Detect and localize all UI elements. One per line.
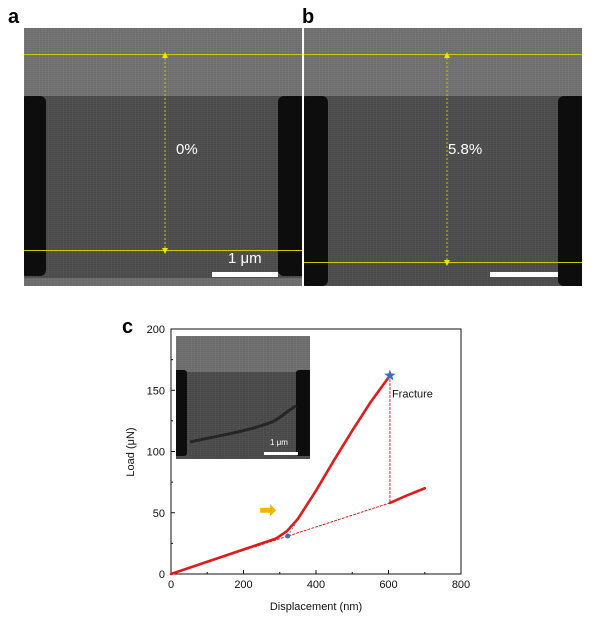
inset-scale-bar bbox=[264, 452, 298, 455]
scale-bar bbox=[490, 272, 558, 277]
y-tick-label: 50 bbox=[153, 508, 165, 520]
fracture-crack bbox=[189, 404, 297, 444]
chart-axes: 0 200 400 600 800 0 50 100 150 200 bbox=[147, 324, 471, 591]
bottom-guide-line bbox=[304, 262, 582, 263]
load-displacement-chart: 0 200 400 600 800 0 50 100 150 200 Fracture Displ… bbox=[125, 324, 471, 613]
sem-image-b: 5.8% bbox=[304, 28, 582, 286]
tangent-guide bbox=[287, 519, 299, 537]
top-guide-line bbox=[304, 54, 582, 55]
y-tick-label: 0 bbox=[159, 569, 165, 581]
y-tick-label: 200 bbox=[147, 324, 165, 336]
sem-image-a: 0% 1 μm bbox=[24, 28, 302, 286]
x-tick-label: 600 bbox=[379, 579, 397, 591]
fracture-star-icon bbox=[384, 369, 396, 381]
scale-bar bbox=[212, 272, 278, 277]
right-grip bbox=[278, 96, 302, 276]
right-grip bbox=[558, 96, 582, 286]
left-grip bbox=[24, 96, 46, 276]
x-tick-label: 0 bbox=[168, 579, 174, 591]
bottom-guide-line bbox=[24, 250, 302, 251]
fracture-label: Fracture bbox=[392, 389, 433, 401]
x-tick-label: 800 bbox=[452, 579, 470, 591]
onset-arrow-icon bbox=[260, 504, 277, 517]
chart-marks: Fracture bbox=[169, 369, 433, 576]
gauge-arrow bbox=[162, 52, 168, 254]
yield-point-marker bbox=[285, 533, 291, 539]
strain-label: 5.8% bbox=[448, 141, 483, 158]
right-grip bbox=[296, 370, 310, 456]
left-grip bbox=[304, 96, 328, 286]
top-guide-line bbox=[24, 54, 302, 55]
gauge-arrow bbox=[444, 52, 450, 266]
y-axis-label: Load (μN) bbox=[125, 427, 137, 476]
panel-c-letter: c bbox=[122, 316, 134, 338]
x-tick-label: 400 bbox=[307, 579, 325, 591]
y-tick-label: 150 bbox=[147, 385, 165, 397]
inset-scale-bar-label: 1 μm bbox=[270, 438, 288, 447]
inset-sem-image: 1 μm bbox=[176, 336, 310, 459]
scale-bar-label: 1 μm bbox=[228, 250, 262, 267]
strain-label: 0% bbox=[176, 141, 198, 158]
panel-b-letter: b bbox=[302, 6, 315, 28]
left-grip bbox=[176, 370, 187, 456]
load-curve-0 bbox=[169, 374, 392, 576]
load-curve-1 bbox=[388, 486, 427, 505]
x-tick-label: 200 bbox=[234, 579, 252, 591]
panel-a-letter: a bbox=[8, 6, 20, 28]
guide-line-2 bbox=[170, 502, 391, 575]
panel-divider bbox=[302, 28, 304, 286]
x-axis-label: Displacement (nm) bbox=[270, 601, 362, 613]
y-tick-label: 100 bbox=[147, 447, 165, 459]
